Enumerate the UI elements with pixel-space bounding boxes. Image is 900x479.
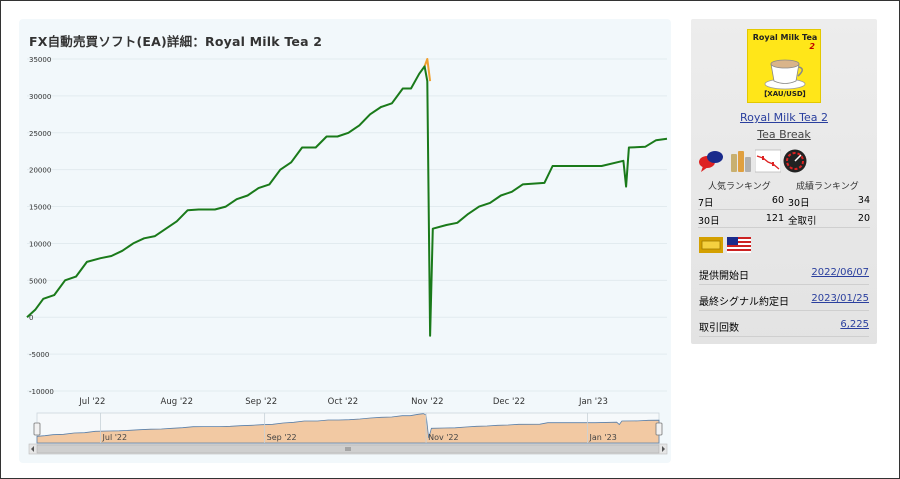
range-navigator: Jul '22 Sep '22 Nov '22 Jan '23 — [28, 412, 668, 455]
y-tick-label: 5000 — [29, 277, 47, 285]
scroll-right-arrow-icon[interactable] — [662, 446, 665, 452]
popular-rank-label: 人気ランキング — [708, 182, 771, 192]
chart-series — [26, 58, 668, 337]
bottle-icon[interactable] — [728, 148, 754, 174]
info-value[interactable]: 2023/01/25 — [811, 293, 869, 304]
navigator-tick-label: Jul '22 — [102, 433, 128, 442]
x-axis-ticks: Jul '22 Aug '22 Sep '22 Oct '22 Nov '22 Dec '… — [78, 397, 608, 407]
navigator-tick-label: Jan '23 — [589, 433, 617, 442]
series-line — [26, 65, 668, 337]
navigator-tick-label: Sep '22 — [267, 433, 297, 442]
info-value[interactable]: 2022/06/07 — [811, 267, 869, 278]
y-tick-label: -5000 — [29, 351, 49, 359]
x-tick-label: Aug '22 — [161, 397, 193, 407]
equity-chart[interactable]: -10000 -5000 0 5000 10000 15000 20000 25000 3000… — [19, 19, 671, 463]
y-tick-label: 30000 — [29, 93, 51, 101]
ea-thumbnail[interactable]: Royal Milk Tea 2 【XAU/USD】 — [747, 29, 821, 103]
y-tick-label: -10000 — [29, 388, 54, 396]
chart-grid — [27, 58, 667, 392]
x-tick-label: Dec '22 — [493, 397, 525, 407]
rank-row: 7日 60 30日 34 — [698, 194, 870, 210]
thumb-number: 2 — [809, 42, 815, 51]
info-label: 取引回数 — [699, 323, 739, 334]
chat-bubbles-icon[interactable] — [698, 148, 724, 174]
y-tick-label: 35000 — [29, 56, 51, 64]
y-tick-label: 10000 — [29, 240, 51, 248]
speedometer-icon[interactable] — [782, 148, 808, 174]
thumb-pair: 【XAU/USD】 — [760, 90, 810, 98]
rank-value: 60 — [771, 195, 784, 206]
ea-name-link[interactable]: Royal Milk Tea 2 — [739, 111, 828, 124]
chart-title: FX自動売買ソフト(EA)詳細：Royal Milk Tea 2 — [29, 34, 323, 49]
y-axis-ticks: -10000 -5000 0 5000 10000 15000 20000 25000 3000… — [29, 56, 54, 396]
info-row-trade-count: 取引回数 6,225 — [699, 315, 869, 337]
x-tick-label: Sep '22 — [245, 397, 277, 407]
x-tick-label: Nov '22 — [411, 397, 443, 407]
x-tick-label: Jan '23 — [578, 397, 608, 407]
navigator-series — [36, 413, 660, 444]
rank-period: 7日 — [698, 198, 714, 209]
x-tick-label: Oct '22 — [328, 397, 359, 407]
us-flag-icon — [727, 237, 751, 253]
series-line — [423, 58, 432, 82]
navigator-tick-label: Nov '22 — [428, 433, 459, 442]
rank-period: 30日 — [788, 198, 810, 209]
y-tick-label: 20000 — [29, 167, 51, 175]
info-row-last-signal: 最終シグナル約定日 2023/01/25 — [699, 289, 869, 311]
y-tick-label: 15000 — [29, 204, 51, 212]
navigator-handle[interactable] — [33, 422, 41, 436]
thumb-title: Royal Milk Tea — [752, 33, 818, 42]
info-label: 最終シグナル約定日 — [699, 297, 789, 308]
info-value[interactable]: 6,225 — [840, 319, 869, 330]
rank-row: 30日 121 全取引 20 — [698, 212, 870, 228]
rank-value: 121 — [765, 213, 784, 224]
tea-cup-icon — [764, 59, 806, 90]
navigator-handle[interactable] — [655, 422, 663, 436]
x-tick-label: Jul '22 — [78, 397, 105, 407]
rank-value: 20 — [857, 213, 870, 224]
rank-period: 全取引 — [788, 216, 817, 227]
info-row-start-date: 提供開始日 2022/06/07 — [699, 263, 869, 285]
gold-icon — [699, 237, 723, 253]
y-tick-label: 0 — [29, 314, 33, 322]
badge-row — [698, 148, 870, 176]
rank-period: 30日 — [698, 216, 720, 227]
flag-row — [699, 237, 759, 253]
info-label: 提供開始日 — [699, 271, 749, 282]
chart-panel: -10000 -5000 0 5000 10000 15000 20000 25000 3000… — [19, 19, 671, 463]
candlestick-chart-icon[interactable] — [755, 148, 781, 174]
performance-rank-label: 成績ランキング — [796, 182, 859, 192]
scroll-left-arrow-icon[interactable] — [31, 446, 34, 452]
rank-value: 34 — [857, 195, 870, 206]
developer-link[interactable]: Tea Break — [757, 128, 811, 141]
ea-summary-panel: Royal Milk Tea 2 【XAU/USD】 Royal Milk Te… — [691, 19, 877, 344]
y-tick-label: 25000 — [29, 130, 51, 138]
